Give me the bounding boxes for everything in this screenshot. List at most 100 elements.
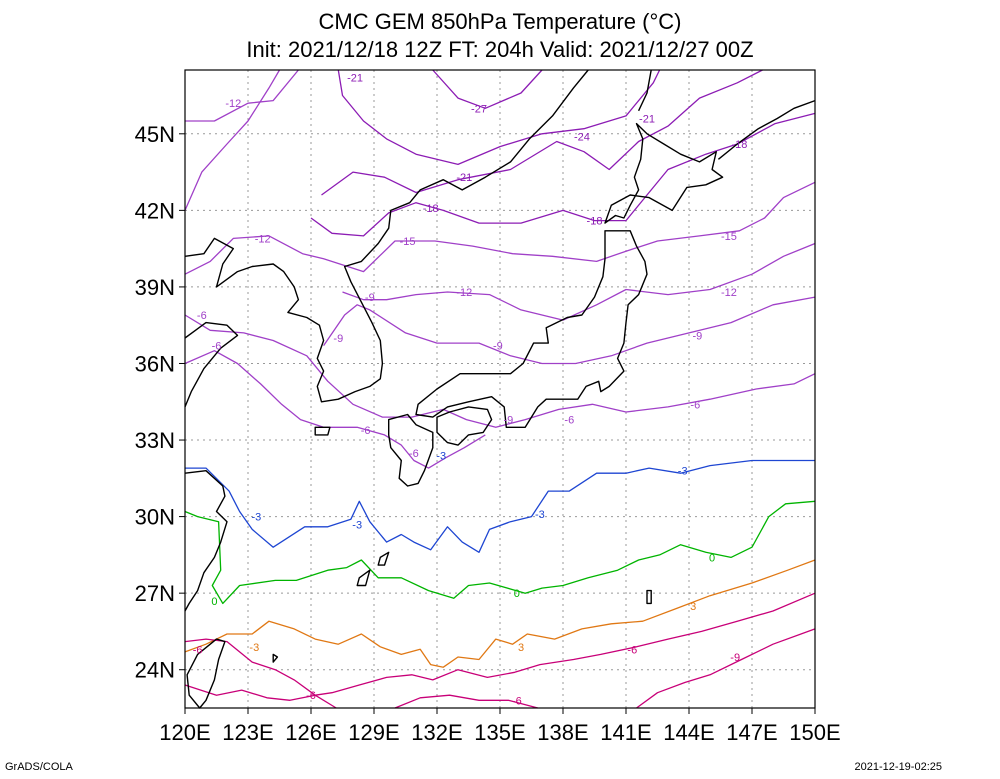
- isotherm-line: [184, 181, 816, 275]
- isotherm-line: [184, 559, 816, 668]
- contour-value-label: -6: [361, 425, 371, 437]
- contour-value-label: -6: [197, 310, 207, 322]
- coastline: [415, 230, 648, 428]
- contour-value-label: -12: [255, 233, 271, 245]
- contour-value-label: -6: [512, 695, 522, 707]
- contour-value-label: 0: [211, 596, 217, 608]
- chart-subtitle: Init: 2021/12/18 12Z FT: 204h Valid: 202…: [246, 37, 754, 62]
- isotherm-line: [310, 112, 816, 237]
- contour-value-label: -3: [249, 642, 259, 654]
- lat-tick-label: 30N: [135, 505, 175, 530]
- lon-tick-label: 129E: [348, 720, 399, 745]
- coastline: [717, 99, 816, 160]
- isotherm-line: [185, 69, 299, 122]
- lon-tick-label: 123E: [222, 720, 273, 745]
- contour-value-label: -6: [306, 690, 316, 702]
- coastlines: [184, 69, 816, 709]
- coastline: [388, 413, 434, 487]
- isotherm-line: [337, 69, 661, 166]
- contour-value-label: 3: [690, 601, 696, 613]
- contour-value-label: -6: [193, 644, 203, 656]
- coastline: [184, 69, 589, 403]
- isotherm-line: [394, 694, 538, 709]
- lat-tick-label: 39N: [135, 275, 175, 300]
- isotherm-line: [184, 69, 281, 211]
- contour-value-label: -18: [423, 203, 439, 215]
- contour-value-label: -21: [639, 113, 655, 125]
- coastline: [637, 69, 652, 112]
- contour-value-label: -6: [690, 399, 700, 411]
- isotherm-line: [185, 459, 815, 553]
- contour-value-label: -9: [493, 341, 503, 353]
- contour-value-label: -9: [333, 333, 343, 345]
- contour-value-label: -18: [731, 139, 747, 151]
- contour-value-label: -9: [730, 652, 740, 664]
- contour-value-label: -12: [721, 287, 737, 299]
- contour-value-label: -9: [504, 415, 514, 427]
- lon-tick-label: 132E: [411, 720, 462, 745]
- isotherm-line: [184, 350, 486, 469]
- lon-tick-label: 144E: [663, 720, 714, 745]
- chart-title: CMC GEM 850hPa Temperature (°C): [318, 9, 682, 34]
- axis-labels: 120E 123E 126E 129E 132E 135E 138E 141E 144E 147E…: [135, 122, 841, 745]
- contour-value-label: 0: [514, 588, 520, 600]
- coastline: [356, 569, 371, 587]
- lon-tick-label: 150E: [789, 720, 840, 745]
- contour-value-label: -9: [365, 292, 375, 304]
- isotherm-line: [321, 69, 763, 196]
- contour-value-label: -6: [409, 448, 419, 460]
- coastline: [314, 426, 331, 436]
- isotherm-line: [184, 684, 337, 709]
- lon-tick-label: 135E: [474, 720, 525, 745]
- lat-tick-label: 24N: [135, 658, 175, 683]
- lon-tick-label: 126E: [285, 720, 336, 745]
- contour-value-label: -3: [678, 466, 688, 478]
- contour-value-label: -6: [627, 644, 637, 656]
- coastline: [272, 653, 279, 663]
- coastline: [646, 589, 652, 605]
- lat-tick-label: 42N: [135, 198, 175, 223]
- lon-tick-label: 138E: [537, 720, 588, 745]
- contour-value-label: -12: [225, 98, 241, 110]
- generation-timestamp: 2021-12-19-02:25: [854, 761, 942, 773]
- coastline: [377, 551, 390, 566]
- coastline: [436, 406, 493, 446]
- isotherm-line: [184, 592, 816, 696]
- contour-value-label: -3: [436, 450, 446, 462]
- lat-lon-grid: [185, 70, 815, 708]
- contour-value-label: 0: [709, 552, 715, 564]
- coastline: [184, 470, 228, 612]
- contour-labels: -12 -21 -27 -24 -21 -18 -21 -18 -18 -12 -15 -15 -9 -1…: [193, 73, 748, 708]
- lat-tick-label: 45N: [135, 122, 175, 147]
- lon-tick-label: 120E: [159, 720, 210, 745]
- isotherm-line: [184, 314, 816, 428]
- contour-value-label: -12: [456, 287, 472, 299]
- isotherm-line: [432, 69, 543, 109]
- lon-tick-label: 147E: [726, 720, 777, 745]
- contour-value-label: -27: [471, 103, 487, 115]
- contour-value-label: -3: [352, 519, 362, 531]
- contour-value-label: -24: [574, 131, 590, 143]
- isotherm-line: [184, 500, 816, 605]
- contour-value-label: -21: [456, 172, 472, 184]
- contour-value-label: -15: [400, 236, 416, 248]
- coastline: [604, 122, 724, 224]
- contour-value-label: -3: [535, 509, 545, 521]
- software-credit: GrADS/COLA: [5, 761, 73, 773]
- temperature-contours: [184, 69, 816, 709]
- lat-tick-label: 27N: [135, 581, 175, 606]
- lat-tick-label: 36N: [135, 351, 175, 376]
- contour-value-label: -6: [564, 415, 574, 427]
- isotherm-line: [342, 242, 816, 321]
- contour-value-label: -6: [212, 341, 222, 353]
- contour-value-label: -3: [252, 512, 262, 524]
- isotherm-line: [636, 628, 816, 709]
- contour-value-label: 3: [518, 642, 524, 654]
- contour-value-label: -15: [721, 231, 737, 243]
- lon-tick-label: 141E: [600, 720, 651, 745]
- contour-value-label: -21: [347, 73, 363, 85]
- contour-value-label: -9: [693, 330, 703, 342]
- contour-value-label: -18: [587, 216, 603, 228]
- isotherm-line: [323, 296, 816, 365]
